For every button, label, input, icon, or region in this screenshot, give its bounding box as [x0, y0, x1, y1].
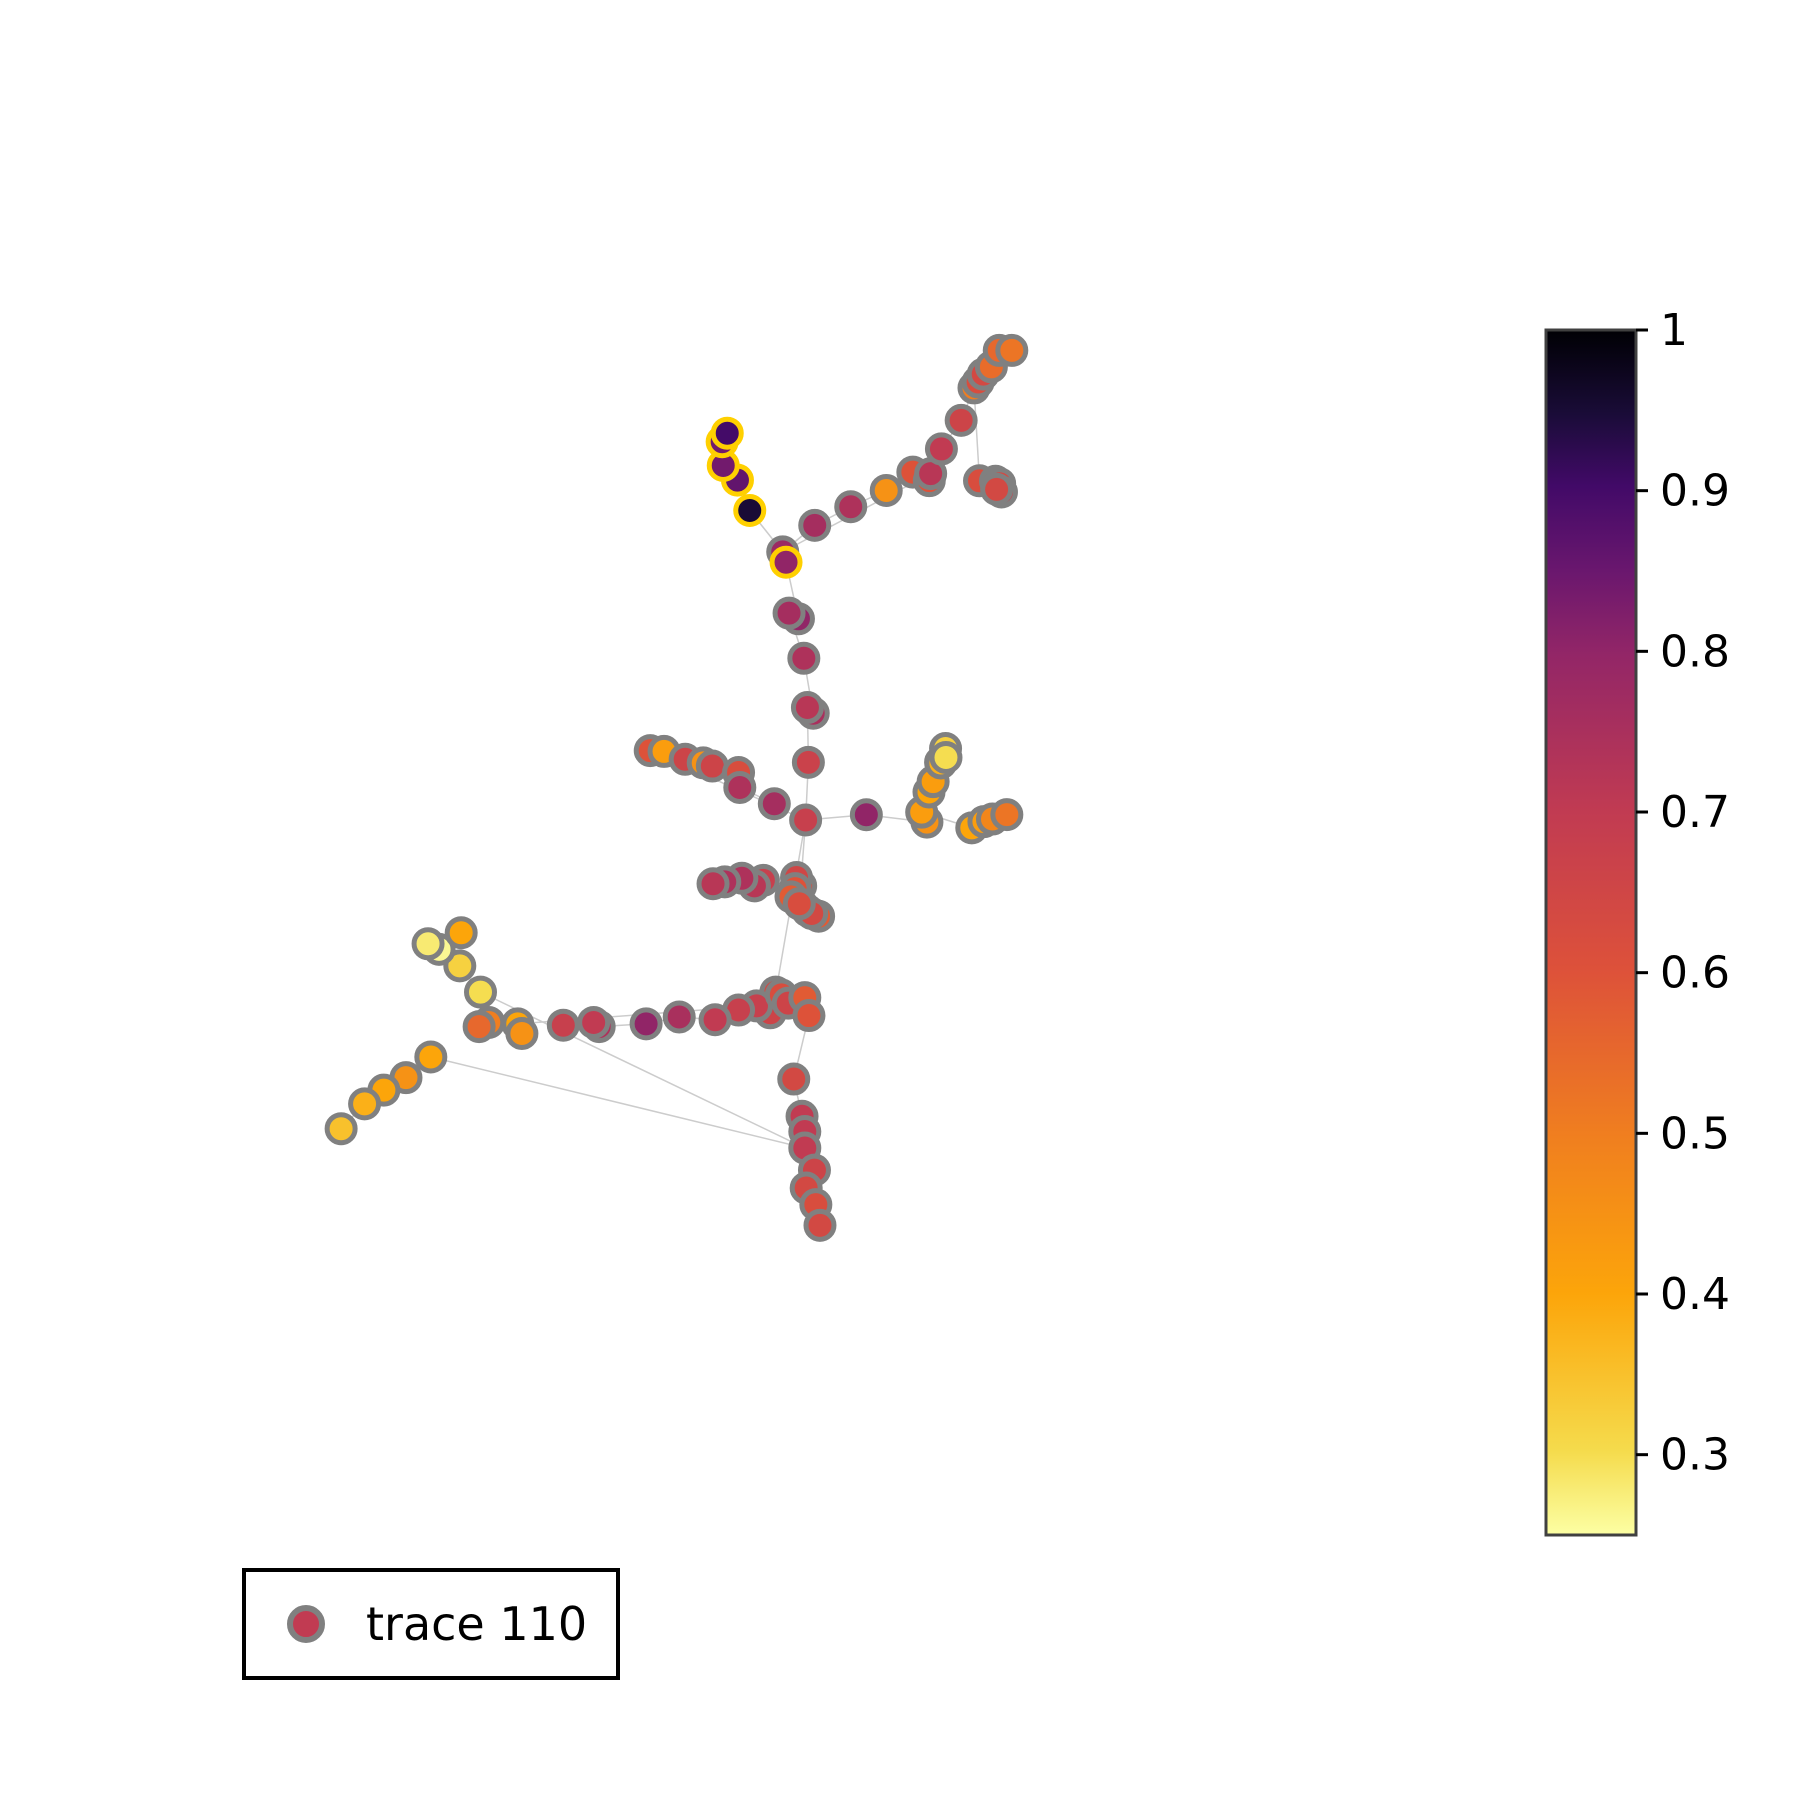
- data-point: [723, 770, 757, 804]
- data-point: [944, 403, 978, 437]
- graph-edge: [430, 1056, 805, 1149]
- data-point: [696, 867, 730, 901]
- legend: trace 110: [242, 1568, 620, 1680]
- data-point: [790, 691, 824, 725]
- data-point: [505, 1017, 539, 1050]
- data-point: [782, 887, 816, 921]
- data-point: [980, 472, 1014, 506]
- data-point: [546, 1008, 580, 1042]
- data-point: [662, 1000, 696, 1034]
- colorbar-tick-label: 0.4: [1660, 1269, 1730, 1320]
- data-point: [577, 1005, 611, 1039]
- data-point: [791, 745, 825, 779]
- data-point: [414, 1040, 448, 1074]
- legend-frame: [242, 1568, 620, 1680]
- data-point: [757, 787, 791, 821]
- data-point: [803, 1208, 837, 1242]
- colorbar-tick-label: 0.5: [1660, 1108, 1730, 1159]
- data-point: [772, 596, 806, 630]
- data-point: [798, 508, 832, 542]
- data-point: [777, 1062, 811, 1096]
- data-point: [710, 416, 744, 450]
- data-point: [462, 1010, 496, 1044]
- colorbar-tick-label: 0.6: [1660, 948, 1730, 999]
- data-point: [924, 432, 958, 466]
- colorbar-ticks: 1 0.9 0.8 0.7 0.6 0.5 0.4 0.3: [1636, 305, 1730, 1481]
- data-point: [792, 999, 826, 1033]
- legend-label: trace 110: [366, 1597, 587, 1651]
- data-point: [695, 749, 729, 783]
- data-point: [789, 803, 823, 837]
- legend-marker: [287, 1605, 325, 1643]
- data-point: [464, 975, 497, 1009]
- data-point: [929, 741, 963, 774]
- data-point: [990, 798, 1024, 832]
- graph-nodes: [324, 333, 1029, 1242]
- data-point: [443, 949, 477, 983]
- data-point: [733, 493, 767, 527]
- data-point: [849, 798, 883, 832]
- graph-edge: [480, 991, 806, 1149]
- data-point: [698, 1003, 732, 1037]
- data-point: [348, 1087, 382, 1121]
- colorbar-tick-label: 0.7: [1660, 787, 1730, 838]
- colorbar-gradient: [1544, 328, 1638, 1537]
- data-point: [411, 927, 445, 961]
- data-point: [995, 333, 1029, 367]
- data-point: [444, 916, 478, 950]
- colorbar: 1 0.9 0.8 0.7 0.6 0.5 0.4 0.3: [1544, 305, 1730, 1537]
- colorbar-tick-label: 1: [1660, 305, 1688, 356]
- data-point: [769, 545, 803, 579]
- data-point: [324, 1112, 358, 1146]
- data-point: [869, 473, 903, 507]
- colorbar-tick-label: 0.8: [1660, 626, 1730, 677]
- data-point: [787, 641, 821, 675]
- colorbar-tick-label: 0.9: [1660, 466, 1730, 517]
- data-point: [834, 490, 868, 524]
- colorbar-tick-label: 0.3: [1660, 1430, 1730, 1481]
- data-point: [629, 1007, 663, 1041]
